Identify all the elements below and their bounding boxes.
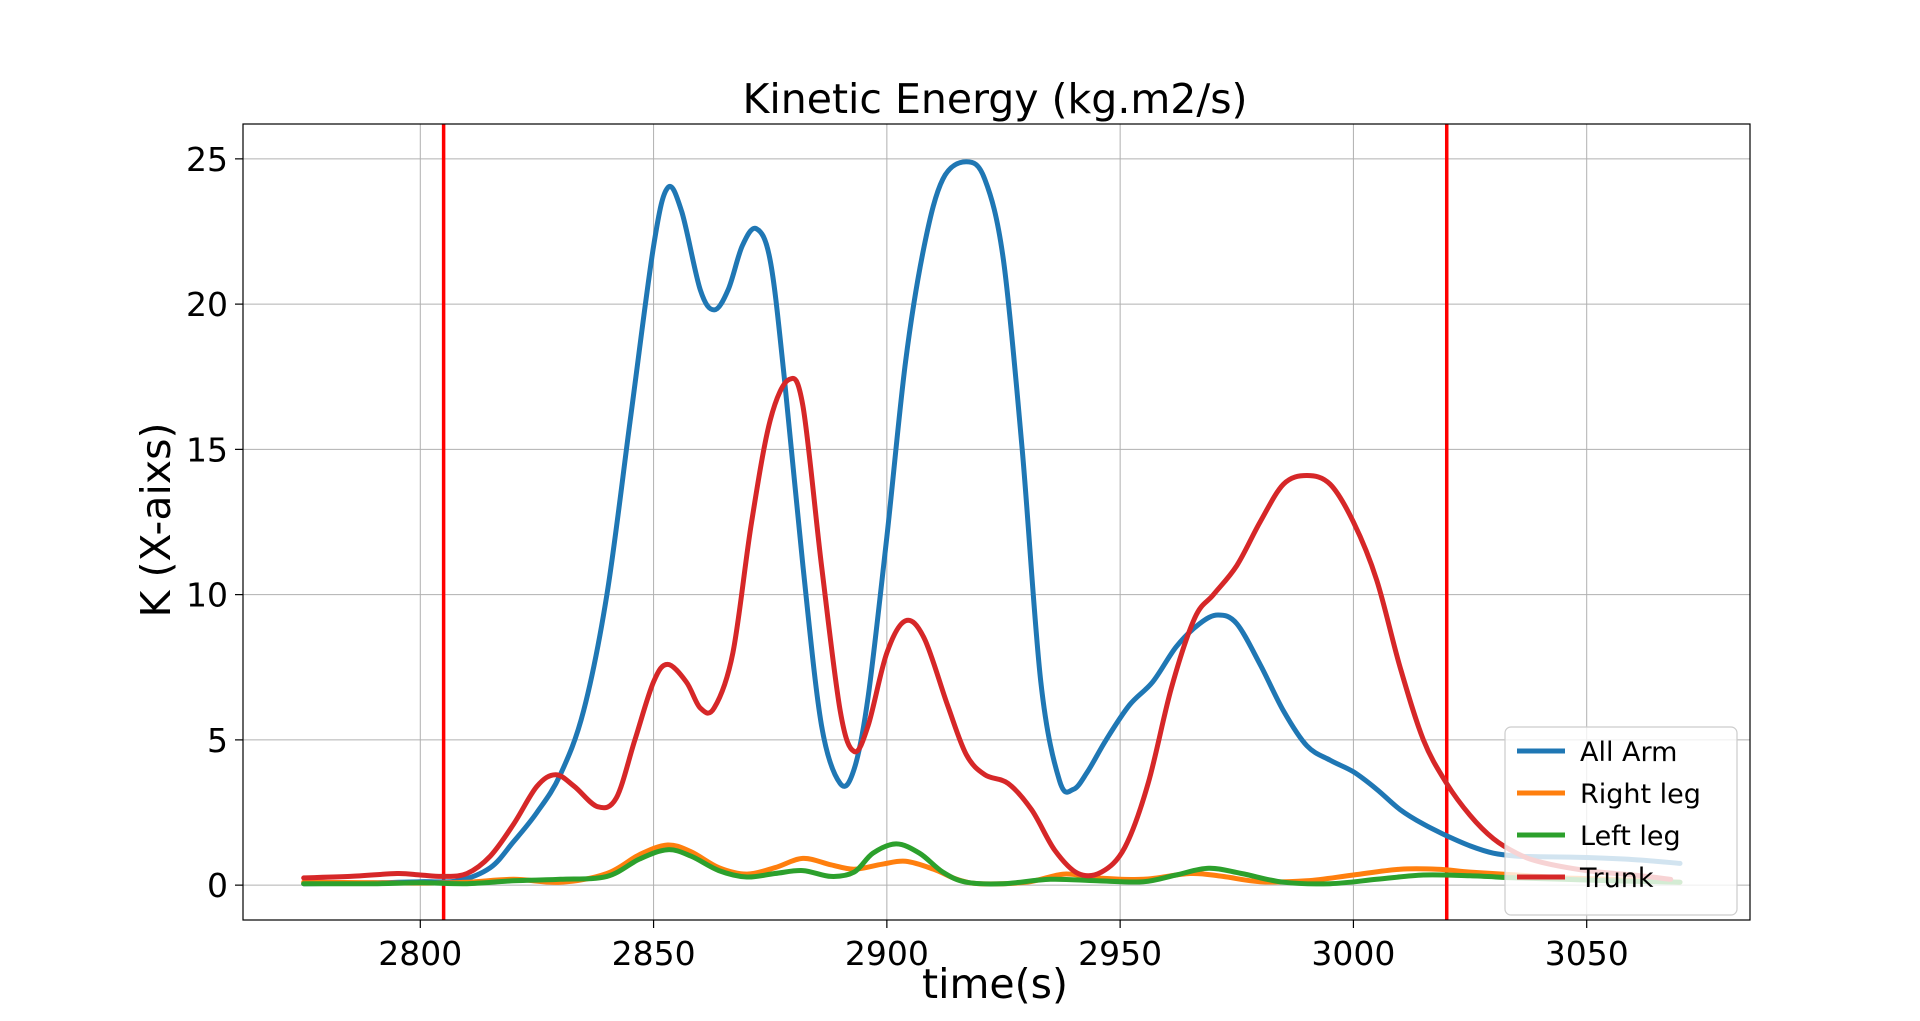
series-line-all-arm	[301, 159, 1683, 887]
x-tick-label: 2900	[845, 934, 929, 973]
legend-label-all-arm: All Arm	[1580, 737, 1677, 768]
x-tick-label: 2950	[1078, 934, 1162, 973]
y-tick-label: 20	[186, 285, 228, 324]
series-line-right-leg	[301, 842, 1683, 887]
x-tick-label: 2850	[612, 934, 696, 973]
series-line-left-leg	[301, 841, 1683, 887]
y-tick-label: 5	[207, 721, 228, 760]
y-tick-label: 10	[186, 576, 228, 615]
axis-ticks: 2800 2850 2900 2950 3000 3050 0 5 10 15 20 25	[186, 140, 1629, 973]
y-tick-label: 15	[186, 430, 228, 469]
vertical-markers	[441, 124, 1449, 920]
series-lines	[301, 159, 1683, 887]
y-axis-label: K (X-aixs)	[132, 423, 180, 618]
legend-label-left-leg: Left leg	[1580, 821, 1681, 852]
x-tick-label: 2800	[378, 934, 462, 973]
legend-box	[1504, 726, 1738, 916]
plot-frame	[242, 123, 1751, 921]
x-tick-label: 3000	[1311, 934, 1395, 973]
y-tick-label: 25	[186, 140, 228, 179]
legend-label-trunk: Trunk	[1579, 863, 1654, 894]
legend: All Arm Right leg Left leg Trunk	[1504, 726, 1738, 916]
x-axis-label: time(s)	[922, 960, 1068, 1008]
x-tick-label: 3050	[1545, 934, 1629, 973]
y-tick-label: 0	[207, 866, 228, 905]
series-line-trunk	[301, 375, 1674, 882]
legend-label-right-leg: Right leg	[1580, 779, 1701, 810]
chart-title: Kinetic Energy (kg.m2/s)	[742, 75, 1247, 123]
